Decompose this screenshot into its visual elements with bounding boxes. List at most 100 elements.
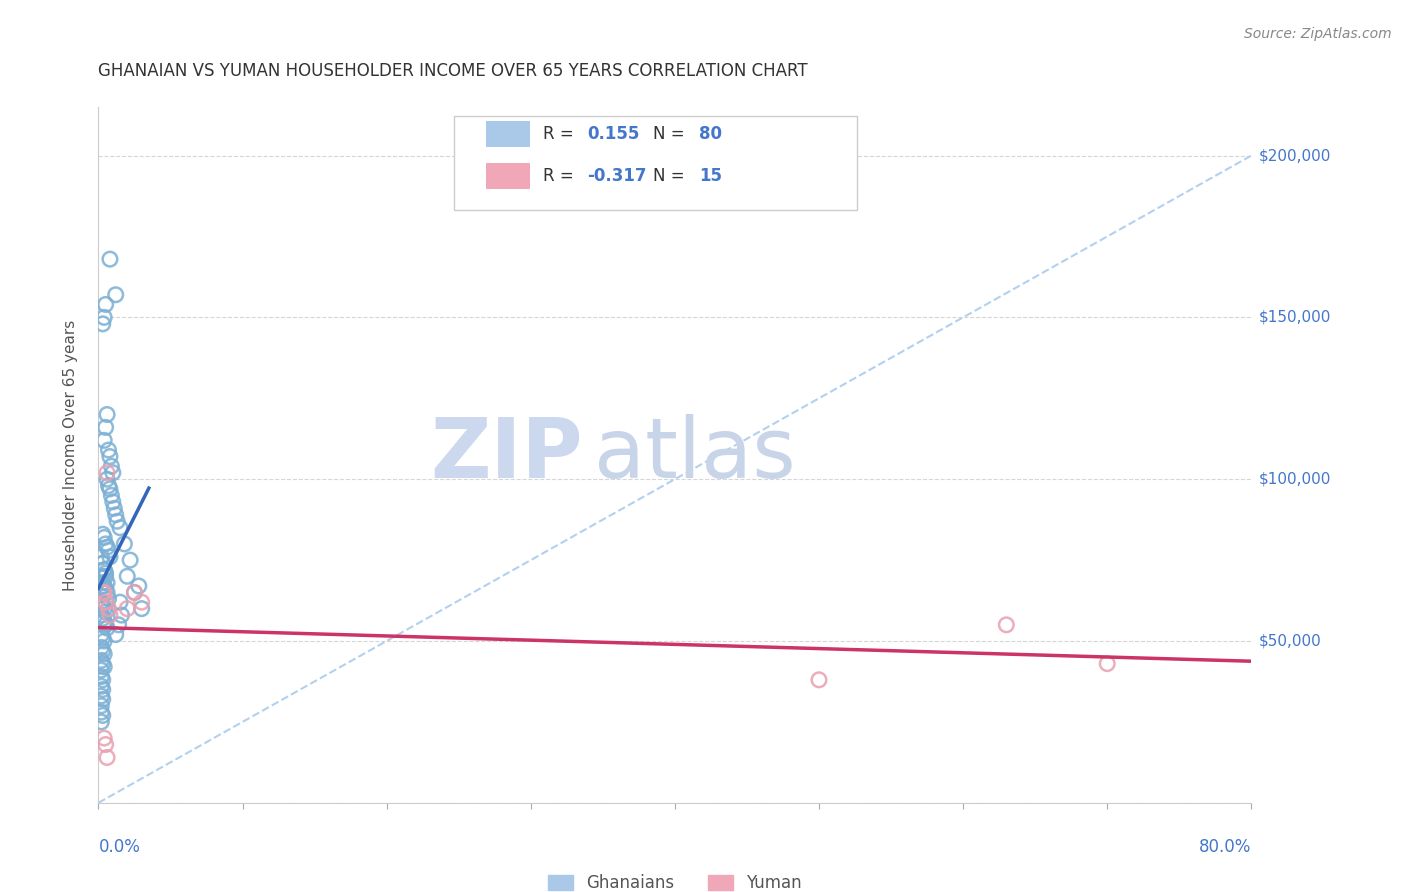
Point bbox=[93, 563, 115, 577]
Point bbox=[91, 611, 114, 625]
Point bbox=[104, 508, 127, 522]
Point bbox=[93, 601, 115, 615]
FancyBboxPatch shape bbox=[486, 121, 530, 147]
Point bbox=[98, 608, 121, 623]
Point bbox=[96, 621, 118, 635]
Point bbox=[90, 698, 112, 713]
Point bbox=[96, 466, 118, 480]
Point bbox=[93, 434, 115, 448]
Point bbox=[93, 634, 115, 648]
Point bbox=[90, 663, 112, 677]
Point bbox=[91, 643, 114, 657]
Point bbox=[90, 595, 112, 609]
Point bbox=[91, 631, 114, 645]
Point bbox=[91, 599, 114, 613]
Point bbox=[90, 670, 112, 684]
Point bbox=[96, 540, 118, 554]
Point bbox=[97, 601, 120, 615]
Point bbox=[93, 563, 115, 577]
Text: $150,000: $150,000 bbox=[1258, 310, 1330, 325]
Text: R =: R = bbox=[544, 167, 579, 185]
Text: GHANAIAN VS YUMAN HOUSEHOLDER INCOME OVER 65 YEARS CORRELATION CHART: GHANAIAN VS YUMAN HOUSEHOLDER INCOME OVE… bbox=[98, 62, 808, 80]
Point bbox=[93, 615, 115, 629]
Point bbox=[103, 501, 125, 516]
Point bbox=[91, 673, 114, 687]
Point bbox=[112, 537, 135, 551]
Text: Source: ZipAtlas.com: Source: ZipAtlas.com bbox=[1244, 27, 1392, 41]
Point bbox=[90, 714, 112, 729]
FancyBboxPatch shape bbox=[454, 116, 858, 210]
Point bbox=[94, 595, 117, 609]
Point bbox=[117, 601, 138, 615]
Text: N =: N = bbox=[652, 125, 690, 144]
Text: $100,000: $100,000 bbox=[1258, 472, 1330, 487]
Point bbox=[97, 443, 120, 458]
Point bbox=[91, 557, 114, 571]
Point bbox=[94, 582, 117, 597]
Point bbox=[90, 679, 112, 693]
Text: 80: 80 bbox=[699, 125, 723, 144]
Point bbox=[94, 569, 117, 583]
Point bbox=[101, 466, 124, 480]
Point bbox=[131, 595, 153, 609]
Point bbox=[93, 531, 115, 545]
Point bbox=[124, 585, 146, 599]
Point bbox=[104, 287, 127, 301]
Point bbox=[90, 569, 112, 583]
Text: $200,000: $200,000 bbox=[1258, 148, 1330, 163]
Text: 80.0%: 80.0% bbox=[1199, 838, 1251, 856]
Point bbox=[93, 585, 115, 599]
Point bbox=[96, 585, 118, 599]
Point bbox=[105, 514, 128, 528]
Point bbox=[131, 601, 153, 615]
Point bbox=[100, 488, 122, 502]
Point bbox=[94, 617, 117, 632]
Point bbox=[90, 627, 112, 641]
Point bbox=[94, 297, 117, 311]
Point bbox=[93, 310, 115, 325]
Text: atlas: atlas bbox=[595, 415, 796, 495]
Point bbox=[91, 557, 114, 571]
Text: N =: N = bbox=[652, 167, 690, 185]
Point bbox=[96, 472, 118, 486]
Point bbox=[90, 549, 112, 564]
Legend: Ghanaians, Yuman: Ghanaians, Yuman bbox=[541, 868, 808, 892]
Point bbox=[91, 317, 114, 331]
Text: 0.0%: 0.0% bbox=[98, 838, 141, 856]
Point bbox=[97, 478, 120, 492]
FancyBboxPatch shape bbox=[486, 163, 530, 188]
Point bbox=[96, 575, 118, 590]
Point bbox=[94, 420, 117, 434]
Text: R =: R = bbox=[544, 125, 579, 144]
Point bbox=[107, 617, 129, 632]
Point bbox=[108, 521, 131, 535]
Point bbox=[93, 660, 115, 674]
Text: -0.317: -0.317 bbox=[588, 167, 647, 185]
Point bbox=[91, 682, 114, 697]
Text: $50,000: $50,000 bbox=[1258, 633, 1322, 648]
Point bbox=[98, 252, 121, 267]
Point bbox=[97, 591, 120, 606]
Point bbox=[108, 595, 131, 609]
Point bbox=[91, 708, 114, 723]
Point bbox=[90, 608, 112, 623]
Point bbox=[101, 495, 124, 509]
Point bbox=[128, 579, 150, 593]
Point bbox=[91, 527, 114, 541]
Point bbox=[90, 653, 112, 667]
Text: 15: 15 bbox=[699, 167, 723, 185]
Point bbox=[96, 408, 118, 422]
Point bbox=[98, 482, 121, 496]
Point bbox=[94, 566, 117, 580]
Text: ZIP: ZIP bbox=[430, 415, 582, 495]
Point bbox=[94, 738, 117, 752]
Point bbox=[124, 585, 146, 599]
Point bbox=[98, 549, 121, 564]
Point bbox=[90, 689, 112, 703]
Point bbox=[91, 657, 114, 671]
Point bbox=[91, 585, 114, 599]
Point bbox=[93, 731, 115, 745]
Point bbox=[90, 640, 112, 655]
Point bbox=[100, 459, 122, 474]
Point bbox=[94, 537, 117, 551]
